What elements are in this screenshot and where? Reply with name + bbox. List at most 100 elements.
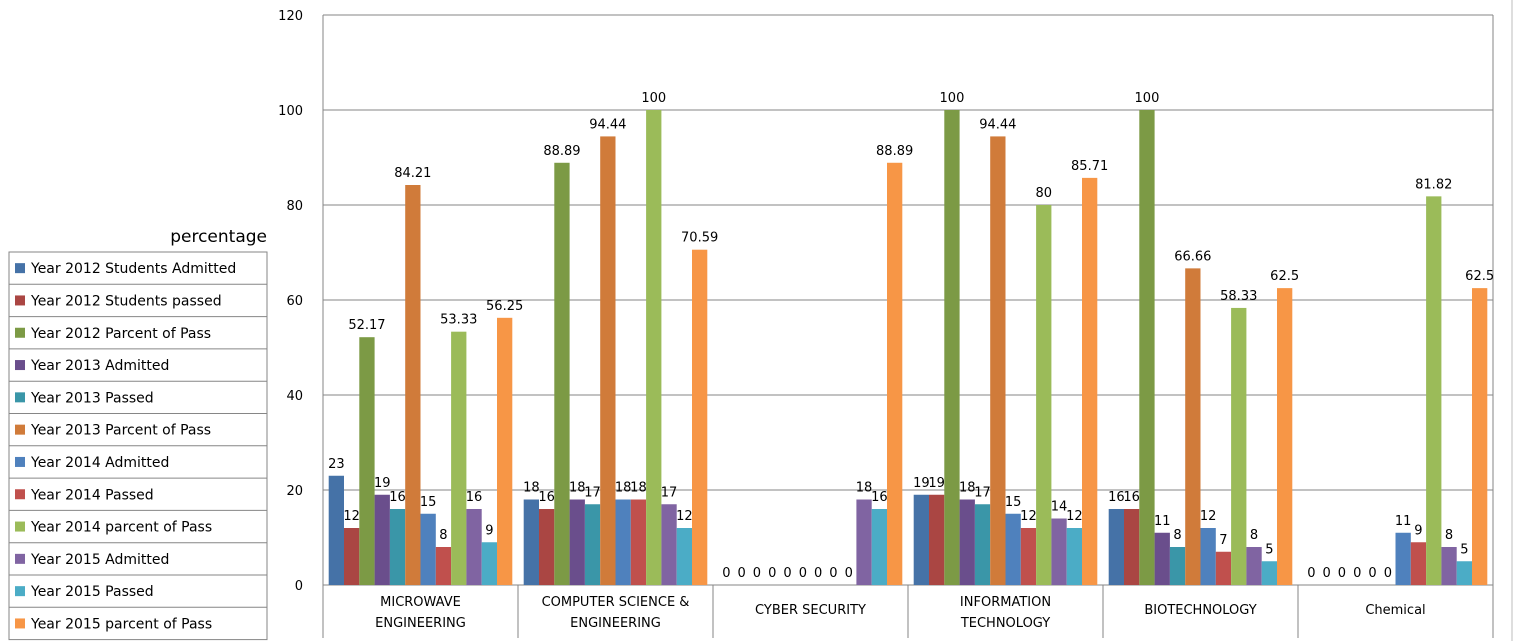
- data-label: 0: [768, 566, 776, 581]
- data-label: 56.25: [486, 299, 523, 314]
- legend-swatch: [15, 489, 25, 500]
- bar: [646, 110, 662, 585]
- data-label: 100: [641, 91, 666, 106]
- legend-entry: Year 2013 Passed: [30, 390, 154, 406]
- bar: [856, 499, 872, 585]
- bar: [1169, 547, 1186, 585]
- x-category-label: CYBER SECURITY: [755, 603, 866, 618]
- legend-swatch: [15, 327, 25, 338]
- data-label: 8: [1250, 528, 1258, 543]
- data-label: 9: [485, 523, 493, 538]
- x-category-label: INFORMATION TECHNOLOGY: [960, 595, 1051, 631]
- data-label: 17: [661, 485, 678, 500]
- data-label: 12: [1066, 509, 1083, 524]
- data-label: 0: [799, 566, 807, 581]
- bar: [389, 509, 406, 585]
- bar: [466, 509, 482, 585]
- data-label: 16: [466, 490, 483, 505]
- data-label: 0: [1368, 566, 1376, 581]
- bar: [481, 542, 497, 585]
- legend-swatch: [15, 263, 25, 274]
- legend-swatch: [15, 586, 25, 597]
- bar: [420, 513, 436, 585]
- data-label: 84.21: [394, 166, 431, 181]
- data-label: 16: [389, 490, 406, 505]
- bar: [1139, 110, 1155, 585]
- data-label: 18: [569, 481, 586, 496]
- bar: [1261, 561, 1277, 585]
- data-label: 19: [913, 476, 930, 491]
- bar: [615, 499, 631, 585]
- data-label: 0: [783, 566, 791, 581]
- data-label: 100: [1135, 91, 1160, 106]
- y-tick-label: 0: [295, 579, 303, 594]
- bar: [990, 136, 1006, 585]
- bar: [630, 499, 647, 585]
- bar: [569, 499, 585, 585]
- bar: [584, 504, 601, 585]
- data-label: 16: [871, 490, 888, 505]
- bar: [1082, 177, 1098, 585]
- bar: [1200, 528, 1216, 585]
- bar: [1246, 547, 1262, 585]
- data-label: 0: [845, 566, 853, 581]
- data-labels: 231252.17191684.2115853.3316956.25181688…: [328, 91, 1494, 581]
- legend-swatch: [15, 295, 25, 306]
- data-label: 0: [753, 566, 761, 581]
- data-label: 15: [1005, 495, 1022, 510]
- legend-swatch: [15, 456, 25, 467]
- legend-entry: Year 2015 Admitted: [30, 552, 169, 568]
- bar: [1020, 528, 1037, 585]
- data-label: 11: [1154, 514, 1171, 529]
- y-tick-label: 40: [286, 389, 303, 404]
- data-label: 15: [420, 495, 437, 510]
- data-label: 9: [1414, 523, 1422, 538]
- legend-entry: Year 2014 parcent of Pass: [30, 520, 212, 536]
- bar: [497, 317, 513, 585]
- data-label: 0: [1323, 566, 1331, 581]
- data-label: 53.33: [440, 313, 477, 328]
- x-category-label: BIOTECHNOLOGY: [1144, 603, 1256, 618]
- data-label: 0: [1307, 566, 1315, 581]
- bar: [374, 494, 390, 585]
- bar: [1472, 288, 1488, 585]
- bar: [539, 509, 555, 585]
- data-label: 0: [1353, 566, 1361, 581]
- data-label: 18: [630, 481, 647, 496]
- bar: [1395, 532, 1411, 585]
- x-category-label: MICROWAVE ENGINEERING: [375, 595, 466, 631]
- bar: [554, 162, 570, 585]
- data-label: 18: [523, 481, 540, 496]
- data-label: 11: [1395, 514, 1412, 529]
- bar: [959, 499, 975, 585]
- legend: percentage Year 2012 Students Admitted Ye…: [8, 227, 268, 641]
- data-label: 12: [1020, 509, 1037, 524]
- data-label: 70.59: [681, 231, 718, 246]
- data-label: 58.33: [1220, 289, 1257, 304]
- bar: [1036, 205, 1052, 585]
- legend-entry: Year 2013 Parcent of Pass: [30, 423, 211, 439]
- data-label: 16: [1108, 490, 1125, 505]
- legend-swatch: [15, 392, 25, 403]
- data-label: 0: [829, 566, 837, 581]
- data-label: 12: [676, 509, 693, 524]
- bar: [1005, 513, 1021, 585]
- bar: [359, 337, 375, 585]
- data-label: 18: [959, 481, 976, 496]
- data-label: 17: [974, 485, 991, 500]
- data-label: 12: [1200, 509, 1217, 524]
- data-label: 23: [328, 457, 345, 472]
- legend-swatch: [15, 424, 25, 435]
- bar: [1154, 532, 1170, 585]
- data-label: 66.66: [1174, 249, 1211, 264]
- data-label: 8: [439, 528, 447, 543]
- data-label: 100: [940, 91, 965, 106]
- legend-entry: Year 2012 Parcent of Pass: [30, 326, 211, 342]
- bar: [692, 249, 708, 585]
- legend-swatch: [15, 360, 25, 371]
- bar: [344, 528, 360, 585]
- bar: [661, 504, 677, 585]
- x-category-label: COMPUTER SCIENCE & ENGINEERING: [542, 595, 690, 631]
- data-label: 7: [1219, 533, 1227, 548]
